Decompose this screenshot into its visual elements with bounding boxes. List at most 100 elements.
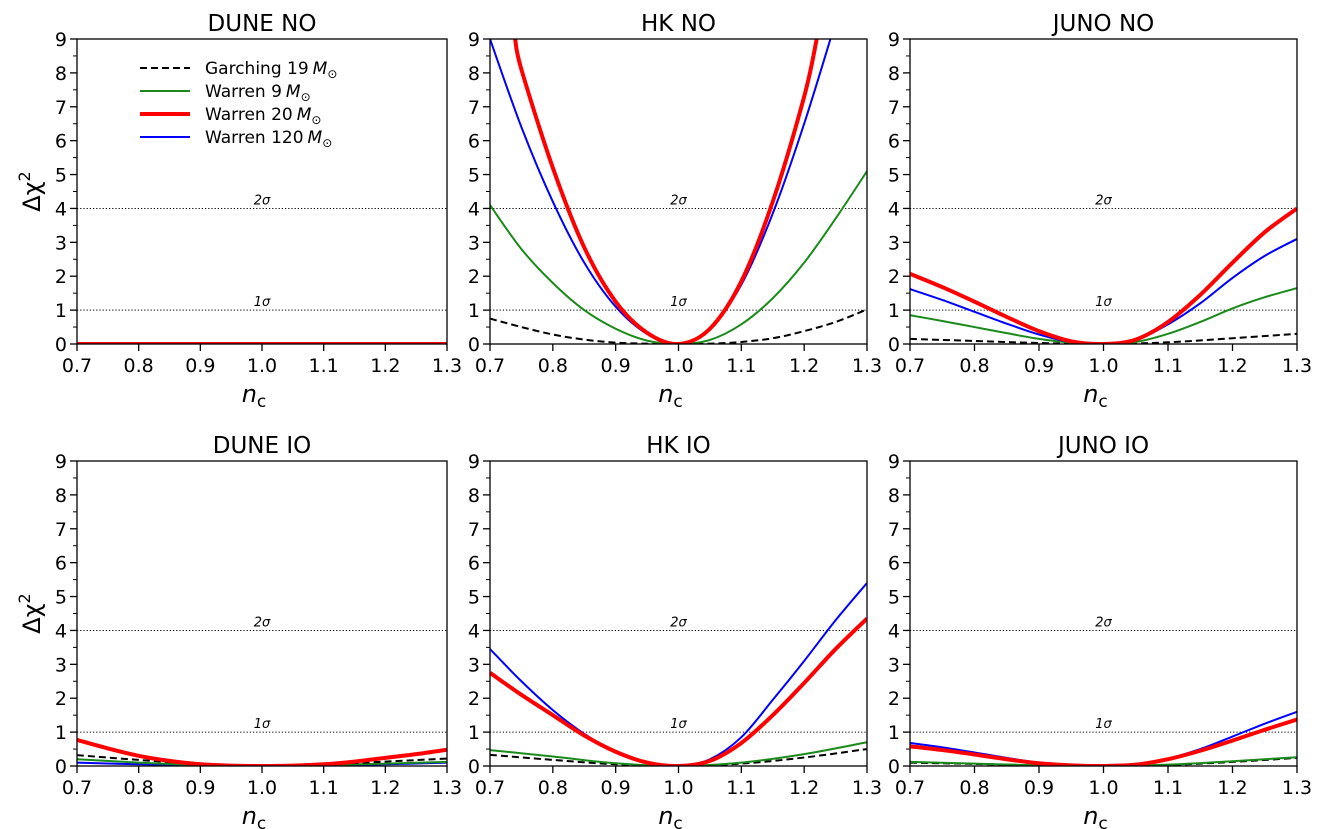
x-tick-label: 0.8 <box>538 777 568 799</box>
reference-line-label: 2σ <box>1095 615 1112 630</box>
panel-3: DUNE IO 1σ 2σ 0.7 0.8 0.9 1.0 1.1 1.2 1.3 0 1 2 3 4 5 6 7… <box>15 433 462 829</box>
x-tick-label: 1.0 <box>1088 355 1118 377</box>
panel-title: JUNO IO <box>1056 433 1149 459</box>
series-line <box>77 737 447 766</box>
y-tick-label: 0 <box>468 334 480 356</box>
y-tick-label: 1 <box>55 300 67 322</box>
panel-5: JUNO IO 1σ 2σ 0.7 0.8 0.9 1.0 1.1 1.2 1.3 0 1 2 3 4 5 6 7… <box>888 433 1312 829</box>
x-tick-label: 1.3 <box>432 777 462 799</box>
reference-line-label: 1σ <box>670 295 687 310</box>
y-tick-label: 3 <box>468 654 480 676</box>
x-axis-label: nc <box>658 802 683 829</box>
y-tick-label: 4 <box>888 620 900 642</box>
x-tick-label: 1.3 <box>1282 355 1312 377</box>
y-tick-label: 4 <box>55 198 67 220</box>
y-tick-label: 0 <box>55 756 67 778</box>
reference-line-label: 1σ <box>1095 717 1112 732</box>
series-line <box>910 756 1297 766</box>
y-tick-label: 8 <box>468 485 480 507</box>
reference-line-label: 1σ <box>254 717 271 732</box>
x-tick-label: 0.7 <box>62 355 92 377</box>
series-line <box>910 287 1297 344</box>
y-tick-label: 2 <box>888 688 900 710</box>
y-tick-label: 9 <box>888 29 900 51</box>
y-tick-label: 7 <box>468 519 480 541</box>
x-tick-label: 0.9 <box>1024 777 1054 799</box>
x-axis-label: nc <box>658 380 683 412</box>
y-tick-label: 8 <box>468 63 480 85</box>
y-tick-label: 5 <box>55 587 67 609</box>
panel-title: HK IO <box>646 433 711 459</box>
y-tick-label: 6 <box>888 131 900 153</box>
y-tick-label: 9 <box>468 451 480 473</box>
x-tick-label: 1.0 <box>663 355 693 377</box>
y-tick-label: 0 <box>888 756 900 778</box>
x-tick-label: 0.9 <box>601 777 631 799</box>
series-line <box>910 238 1297 344</box>
series-line <box>490 170 867 344</box>
y-tick-label: 5 <box>468 587 480 609</box>
panel-4: HK IO 1σ 2σ 0.7 0.8 0.9 1.0 1.1 1.2 1.3 0 1 2 3 4 5 6 7 8 9… <box>468 433 882 829</box>
x-axis-label: nc <box>1083 380 1108 412</box>
y-tick-label: 9 <box>55 451 67 473</box>
x-tick-label: 0.7 <box>895 777 925 799</box>
x-axis-label: nc <box>242 380 267 412</box>
series-line <box>77 754 447 766</box>
y-tick-label: 5 <box>468 165 480 187</box>
x-tick-label: 0.8 <box>124 355 154 377</box>
x-tick-label: 1.1 <box>1153 355 1183 377</box>
x-axis-label: nc <box>242 802 267 829</box>
y-tick-label: 8 <box>55 63 67 85</box>
y-tick-label: 3 <box>55 232 67 254</box>
reference-line-label: 2σ <box>254 615 271 630</box>
x-tick-label: 1.1 <box>726 355 756 377</box>
series-line <box>910 710 1297 766</box>
y-tick-label: 8 <box>55 485 67 507</box>
y-tick-label: 6 <box>468 131 480 153</box>
series-line <box>490 39 832 344</box>
y-tick-label: 1 <box>888 300 900 322</box>
x-tick-label: 0.8 <box>124 777 154 799</box>
x-tick-label: 0.9 <box>601 355 631 377</box>
legend-label: Garching 19 M⊙ <box>205 59 337 81</box>
y-tick-label: 0 <box>55 334 67 356</box>
y-tick-label: 3 <box>55 654 67 676</box>
series-line <box>490 741 867 766</box>
series-line <box>490 748 867 766</box>
y-tick-label: 1 <box>888 722 900 744</box>
reference-line-label: 2σ <box>670 193 687 208</box>
x-tick-label: 1.2 <box>370 777 400 799</box>
legend: Garching 19 M⊙Warren 9 M⊙Warren 20 M⊙Warren… <box>140 59 337 150</box>
x-tick-label: 0.9 <box>185 355 215 377</box>
panel-title: JUNO NO <box>1051 11 1155 37</box>
y-tick-label: 7 <box>55 97 67 119</box>
x-tick-label: 0.7 <box>475 777 505 799</box>
x-tick-label: 1.1 <box>1153 777 1183 799</box>
x-tick-label: 0.8 <box>959 777 989 799</box>
x-axis-label: nc <box>1083 802 1108 829</box>
x-tick-label: 1.2 <box>1217 777 1247 799</box>
y-tick-label: 5 <box>888 587 900 609</box>
y-tick-label: 6 <box>468 553 480 575</box>
legend-label: Warren 20 M⊙ <box>205 105 321 127</box>
y-tick-label: 4 <box>468 620 480 642</box>
y-tick-label: 9 <box>468 29 480 51</box>
y-tick-label: 1 <box>468 300 480 322</box>
x-tick-label: 1.2 <box>789 355 819 377</box>
x-tick-label: 1.2 <box>370 355 400 377</box>
reference-line-label: 1σ <box>254 295 271 310</box>
reference-line-label: 2σ <box>254 193 271 208</box>
panel-0: DUNE NO 1σ 2σ 0.7 0.8 0.9 1.0 1.1 1.2 1.3 0 1 2 3 4 5 6 7… <box>15 11 462 412</box>
y-tick-label: 9 <box>55 29 67 51</box>
y-tick-label: 7 <box>888 519 900 541</box>
y-tick-label: 7 <box>888 97 900 119</box>
y-axis-label: Δχ2 <box>15 593 46 633</box>
x-tick-label: 0.7 <box>895 355 925 377</box>
y-tick-label: 3 <box>468 232 480 254</box>
x-tick-label: 0.8 <box>538 355 568 377</box>
panel-title: DUNE IO <box>213 433 311 459</box>
panel-2: JUNO NO 1σ 2σ 0.7 0.8 0.9 1.0 1.1 1.2 1.3 0 1 2 3 4 5 6 7… <box>888 11 1312 412</box>
y-tick-label: 6 <box>55 131 67 153</box>
y-tick-label: 5 <box>888 165 900 187</box>
y-tick-label: 0 <box>468 756 480 778</box>
